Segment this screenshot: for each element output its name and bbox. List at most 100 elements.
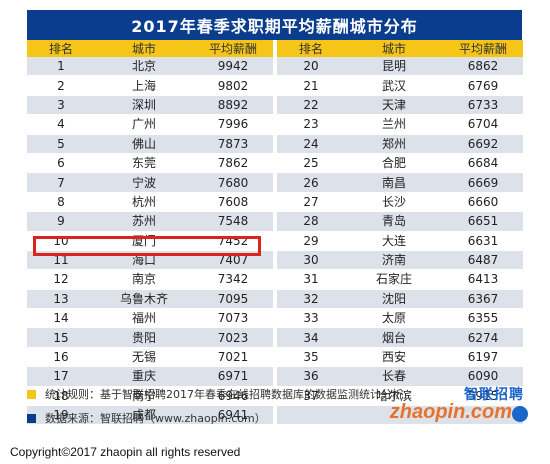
city-cell: 上海 (95, 75, 193, 96)
salary-cell: 6631 (443, 231, 523, 251)
salary-cell: 7095 (193, 289, 273, 310)
rank-cell: 2 (27, 75, 95, 96)
note-rule-text: 统计规则：基于智联招聘2017年春季在线招聘数据库的数据监测统计分析 (45, 388, 403, 401)
salary-cell: 8892 (193, 95, 273, 116)
blue-square-icon (27, 413, 36, 423)
rank-cell: 21 (277, 75, 345, 96)
salary-cell: 9942 (193, 57, 273, 77)
city-cell: 武汉 (345, 75, 443, 96)
table-row: 5 佛山 7873 24 郑州 6692 (27, 134, 523, 154)
city-cell: 广州 (95, 114, 193, 135)
salary-cell: 6413 (443, 269, 523, 290)
city-cell: 贵阳 (95, 327, 193, 348)
column-gap (273, 75, 277, 96)
salary-table: 排名 城市 平均薪酬 排名 城市 平均薪酬 1 北京 9942 20 昆明 6862 2 上海… (27, 40, 523, 426)
salary-cell: 7862 (193, 153, 273, 174)
header-salary-left: 平均薪酬 (193, 40, 273, 57)
salary-cell: 6692 (443, 134, 523, 154)
city-cell: 沈阳 (345, 289, 443, 310)
city-cell: 无锡 (95, 347, 193, 368)
rank-cell: 8 (27, 192, 95, 213)
table-row: 10 厦门 7452 29 大连 6631 (27, 231, 523, 251)
city-cell: 哈尔滨 (345, 386, 443, 407)
note-source-text: 数据来源：智联招聘（www.zhaopin.com） (45, 412, 266, 425)
column-gap (273, 269, 277, 290)
column-gap (273, 250, 277, 271)
salary-cell: 6684 (443, 153, 523, 174)
column-gap (273, 289, 277, 310)
rank-cell: 12 (27, 269, 95, 290)
table-row: 1 北京 9942 20 昆明 6862 (27, 57, 523, 77)
rank-cell: 20 (277, 57, 345, 77)
rank-cell: 33 (277, 308, 345, 329)
city-cell: 长沙 (345, 192, 443, 213)
header-salary-right: 平均薪酬 (443, 40, 523, 57)
city-cell: 福州 (95, 308, 193, 329)
salary-cell: 6660 (443, 192, 523, 213)
city-cell: 西安 (345, 347, 443, 368)
column-gap (273, 211, 277, 232)
table-row: 6 东莞 7862 25 合肥 6684 (27, 153, 523, 174)
rank-cell: 19 (27, 405, 95, 426)
rank-cell: 28 (277, 211, 345, 232)
table-row: 3 深圳 8892 22 天津 6733 (27, 95, 523, 116)
city-cell: 深圳 (95, 95, 193, 116)
table-row: 12 南京 7342 31 石家庄 6413 (27, 269, 523, 290)
city-cell: 昆明 (345, 57, 443, 77)
salary-cell: 7023 (193, 327, 273, 348)
salary-cell: 7073 (193, 308, 273, 329)
rank-cell: 34 (277, 327, 345, 348)
table-row: 9 苏州 7548 28 青岛 6651 (27, 211, 523, 232)
rank-cell: 6 (27, 153, 95, 174)
salary-cell: 6669 (443, 172, 523, 193)
salary-cell: 7680 (193, 172, 273, 193)
column-gap (273, 347, 277, 368)
rank-cell (277, 405, 345, 426)
rank-cell: 13 (27, 289, 95, 310)
rank-cell: 26 (277, 172, 345, 193)
city-cell: 厦门 (95, 231, 193, 251)
rank-cell: 24 (277, 134, 345, 154)
salary-cell: 6704 (443, 114, 523, 135)
rank-cell: 25 (277, 153, 345, 174)
salary-cell: 7548 (193, 211, 273, 232)
salary-cell: 5915 (443, 386, 523, 407)
city-cell: 北京 (95, 57, 193, 77)
rank-cell: 7 (27, 172, 95, 193)
table-row: 11 海口 7407 30 济南 6487 (27, 250, 523, 271)
city-cell: 合肥 (345, 153, 443, 174)
salary-cell: 6941 (193, 405, 273, 426)
city-cell: 重庆 (95, 366, 193, 387)
rank-cell: 10 (27, 231, 95, 251)
city-cell: 苏州 (95, 211, 193, 232)
rank-cell: 14 (27, 308, 95, 329)
column-gap (273, 114, 277, 135)
salary-cell: 6651 (443, 211, 523, 232)
salary-cell: 6197 (443, 347, 523, 368)
logo-dot-icon (512, 406, 528, 422)
salary-cell: 9802 (193, 75, 273, 96)
city-cell: 南京 (95, 269, 193, 290)
salary-cell: 6487 (443, 250, 523, 271)
city-cell: 郑州 (345, 134, 443, 154)
city-cell: 成都 (95, 405, 193, 426)
salary-cell: 6971 (193, 366, 273, 387)
rank-cell: 22 (277, 95, 345, 116)
table-row: 16 无锡 7021 35 西安 6197 (27, 347, 523, 368)
column-gap (273, 57, 277, 77)
city-cell: 天津 (345, 95, 443, 116)
salary-cell: 7407 (193, 250, 273, 271)
salary-cell: 6946 (193, 386, 273, 407)
column-gap (273, 231, 277, 251)
table-row: 19 成都 6941 (27, 405, 523, 426)
rank-cell: 36 (277, 366, 345, 387)
rank-cell: 3 (27, 95, 95, 116)
logo-en-text: zhaopin.com (389, 401, 512, 423)
note-source: 数据来源：智联招聘（www.zhaopin.com） (27, 410, 403, 426)
rank-cell: 37 (277, 386, 345, 407)
column-gap (273, 172, 277, 193)
zhaopin-logo: 智联招聘 zhaopin.com (390, 384, 530, 430)
column-gap (273, 327, 277, 348)
column-gap (273, 308, 277, 329)
